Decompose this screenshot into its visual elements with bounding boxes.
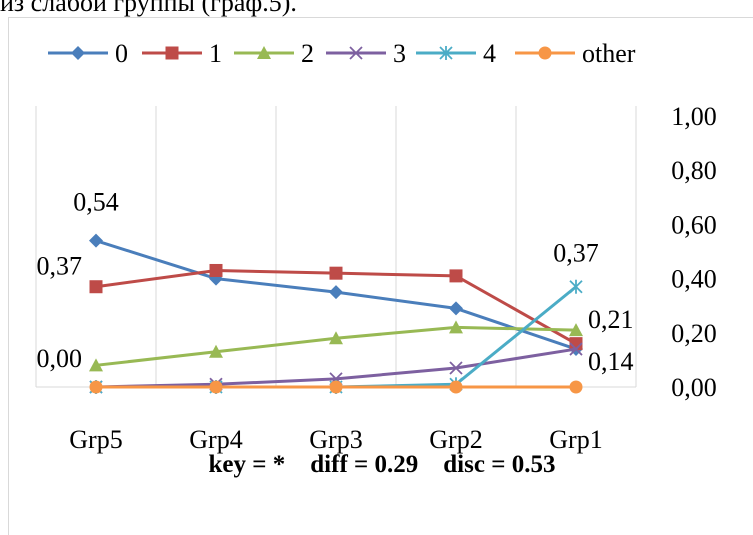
marker-square <box>89 280 103 294</box>
page-caption: из слабой группы (граф.5). <box>0 0 297 17</box>
series-other <box>89 380 583 394</box>
legend-item-other: other <box>515 39 636 68</box>
legend-label: 1 <box>209 39 222 68</box>
marker-square <box>165 46 179 60</box>
x-axis-categories: Grp5 Grp4 Grp3 Grp2 Grp1 <box>69 425 602 454</box>
marker-square <box>209 263 223 277</box>
marker-circle <box>449 380 463 394</box>
marker-triangle <box>569 323 583 337</box>
x-category-label: Grp1 <box>549 425 602 454</box>
legend-label: 3 <box>393 39 406 68</box>
marker-circle <box>209 380 223 394</box>
series-group <box>89 233 583 394</box>
chart-footer: key = * diff = 0.29 disc = 0.53 <box>209 451 556 478</box>
marker-x <box>569 342 583 356</box>
legend-item-3: 3 <box>326 39 406 68</box>
legend-item-4: 4 <box>416 39 496 68</box>
marker-x <box>349 46 363 60</box>
marker-triangle <box>329 331 343 345</box>
marker-star <box>439 46 453 60</box>
marker-circle <box>569 380 583 394</box>
marker-diamond <box>449 301 463 316</box>
x-category-label: Grp3 <box>309 425 362 454</box>
marker-x-stroke <box>349 46 363 60</box>
marker-circle <box>89 380 103 394</box>
y-tick-label: 0,80 <box>671 156 717 185</box>
marker-x-stroke <box>449 361 463 375</box>
series-1 <box>89 263 583 351</box>
marker-diamond <box>89 233 103 248</box>
x-category-label: Grp2 <box>429 425 482 454</box>
data-label: 0,37 <box>37 252 83 281</box>
marker-triangle <box>209 344 223 358</box>
data-labels: 0,54 0,37 0,00 0,37 0,21 0,14 <box>37 188 634 376</box>
y-tick-label: 0,20 <box>671 319 717 348</box>
legend-item-0: 0 <box>48 39 128 68</box>
chart-frame <box>8 17 753 535</box>
y-axis-ticks: 0,00 0,20 0,40 0,60 0,80 1,00 <box>671 102 717 402</box>
data-label: 0,21 <box>588 305 634 334</box>
x-category-label: Grp4 <box>189 425 242 454</box>
marker-square <box>449 269 463 283</box>
legend: 0 1 2 3 4 other <box>48 39 636 68</box>
marker-triangle <box>89 358 103 372</box>
legend-item-1: 1 <box>142 39 222 68</box>
legend-label: 2 <box>301 39 314 68</box>
marker-square <box>329 266 343 280</box>
y-tick-label: 1,00 <box>671 102 717 131</box>
marker-circle <box>538 46 552 60</box>
marker-x <box>449 361 463 375</box>
series-2 <box>89 320 583 372</box>
y-tick-label: 0,60 <box>671 210 717 239</box>
x-category-label: Grp5 <box>69 425 122 454</box>
data-label: 0,37 <box>553 239 599 268</box>
y-tick-label: 0,00 <box>671 373 717 402</box>
marker-diamond <box>329 285 343 300</box>
legend-label: other <box>582 39 636 68</box>
marker-diamond <box>71 46 85 60</box>
marker-triangle <box>449 320 463 334</box>
legend-label: 0 <box>115 39 128 68</box>
y-tick-label: 0,40 <box>671 265 717 294</box>
data-label: 0,14 <box>588 347 634 376</box>
marker-triangle <box>257 46 271 59</box>
marker-circle <box>329 380 343 394</box>
data-label: 0,00 <box>37 344 83 373</box>
marker-star <box>569 279 583 294</box>
data-label: 0,54 <box>73 188 119 217</box>
legend-label: 4 <box>483 39 496 68</box>
gridlines <box>35 106 637 388</box>
legend-item-2: 2 <box>234 39 314 68</box>
marker-x-stroke <box>569 342 583 356</box>
